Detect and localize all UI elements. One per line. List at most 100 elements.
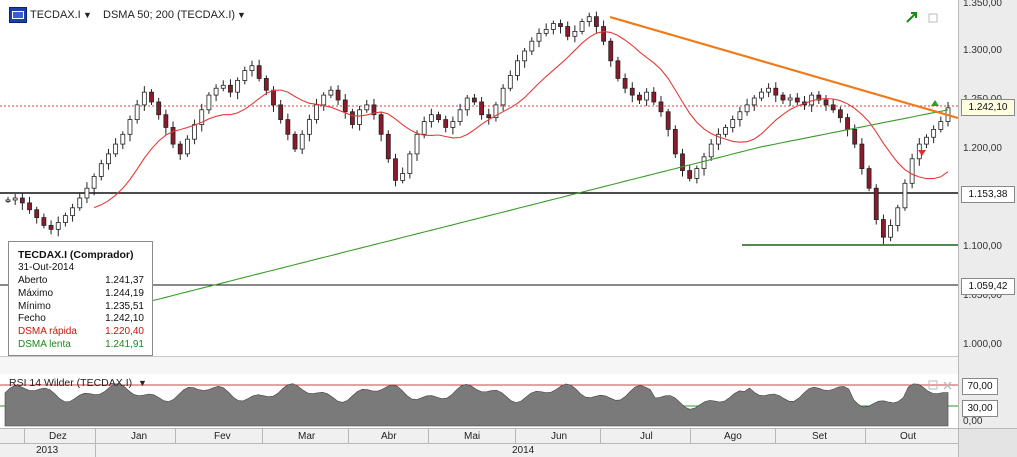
rsi-tick-label: 30,00 bbox=[962, 400, 998, 417]
month-divider bbox=[600, 429, 601, 443]
month-divider bbox=[348, 429, 349, 443]
candle-body bbox=[385, 133, 391, 160]
candle-body bbox=[428, 114, 434, 122]
panel-maximize-icon[interactable] bbox=[928, 11, 939, 29]
candle-body bbox=[479, 101, 484, 116]
symbol-icon[interactable] bbox=[9, 7, 27, 23]
price-level-tag[interactable]: 1.153,38 bbox=[961, 186, 1015, 203]
candle-body bbox=[321, 94, 327, 106]
candle-body bbox=[84, 187, 90, 199]
price-tick-label: 1.300,00 bbox=[963, 45, 1002, 56]
info-box-row-label: Fecho bbox=[18, 313, 46, 325]
info-box-row: Aberto 1.241,37 bbox=[18, 275, 148, 287]
candle-body bbox=[120, 133, 126, 145]
candle-body bbox=[837, 109, 843, 119]
candle-body bbox=[845, 117, 850, 130]
candle-body bbox=[866, 168, 872, 189]
candle-body bbox=[149, 91, 154, 103]
rsi-dropdown-icon[interactable]: ▼ bbox=[138, 378, 147, 388]
indicator-dropdown-icon[interactable]: ▼ bbox=[237, 10, 246, 20]
candle-body bbox=[909, 158, 915, 184]
info-box-row-label: DSMA rápida bbox=[18, 326, 77, 338]
symbol-label[interactable]: TECDAX.I bbox=[30, 9, 81, 21]
axis-corner bbox=[958, 428, 1017, 457]
candle-body bbox=[572, 30, 578, 37]
candle-body bbox=[852, 128, 858, 145]
info-box-row-value: 1.235,51 bbox=[105, 300, 144, 312]
buy-signal-marker bbox=[931, 100, 939, 106]
price-tick-label: 1.100,00 bbox=[963, 241, 1002, 252]
candle-body bbox=[342, 99, 348, 113]
candle-body bbox=[156, 101, 162, 116]
candle-body bbox=[873, 187, 879, 220]
candle-body bbox=[701, 156, 707, 169]
ohlc-info-box: TECDAX.I (Comprador) 31-Out-2014 Aberto 1… bbox=[8, 241, 153, 356]
candle-body bbox=[586, 16, 592, 23]
month-divider bbox=[428, 429, 429, 443]
month-label: Jun bbox=[551, 431, 568, 442]
candle-body bbox=[924, 136, 929, 145]
candle-body bbox=[780, 94, 786, 101]
rsi-panel[interactable] bbox=[0, 374, 958, 428]
candle-body bbox=[314, 104, 319, 121]
fast-sma-line bbox=[93, 31, 949, 209]
candle-body bbox=[378, 114, 384, 135]
year-label: 2014 bbox=[512, 445, 535, 456]
candle-body bbox=[249, 65, 255, 71]
price-level-tag[interactable]: 1.242,10 bbox=[961, 99, 1015, 116]
candle-body bbox=[472, 97, 477, 103]
month-label: Set bbox=[812, 431, 828, 442]
rsi-panel-close-icon[interactable] bbox=[942, 378, 953, 396]
price-axis[interactable]: 1.350,001.300,001.250,001.200,001.150,00… bbox=[958, 0, 1017, 428]
rsi-canvas[interactable] bbox=[0, 374, 958, 428]
month-divider bbox=[865, 429, 866, 443]
candle-body bbox=[680, 153, 685, 171]
price-tick-label: 1.200,00 bbox=[963, 143, 1002, 154]
candle-body bbox=[400, 173, 406, 181]
candle-body bbox=[665, 111, 671, 130]
price-chart-canvas[interactable] bbox=[0, 0, 959, 356]
candle-body bbox=[816, 94, 822, 101]
candle-body bbox=[895, 207, 901, 226]
price-tick-label: 1.350,00 bbox=[963, 0, 1002, 9]
candle-body bbox=[19, 197, 25, 204]
symbol-dropdown-icon[interactable]: ▼ bbox=[83, 10, 92, 20]
candle-body bbox=[737, 111, 743, 121]
candle-body bbox=[134, 104, 140, 121]
info-box-row-label: DSMA lenta bbox=[18, 339, 71, 350]
candle-body bbox=[55, 222, 61, 230]
month-label: Mar bbox=[298, 431, 316, 442]
candle-body bbox=[708, 143, 714, 158]
rsi-title[interactable]: RSI 14 Wilder (TECDAX.I) bbox=[9, 377, 133, 389]
candle-body bbox=[192, 124, 197, 140]
candle-body bbox=[414, 133, 420, 155]
time-axis[interactable]: Dez Jan Fev Mar Abr Mai Jun Jul Ago Set Out 2013 20… bbox=[0, 428, 958, 457]
candle-body bbox=[522, 50, 528, 62]
candle-body bbox=[34, 209, 40, 218]
candle-body bbox=[220, 84, 226, 89]
year-label: 2013 bbox=[36, 445, 59, 456]
candle-body bbox=[5, 199, 11, 202]
rsi-panel-maximize-icon[interactable] bbox=[928, 378, 939, 396]
candle-body bbox=[364, 104, 370, 111]
candle-body bbox=[141, 91, 147, 106]
month-label: Jul bbox=[640, 431, 653, 442]
indicator-label[interactable]: DSMA 50; 200 (TECDAX.I) bbox=[103, 9, 236, 21]
candle-body bbox=[565, 26, 571, 37]
month-divider bbox=[262, 429, 263, 443]
price-level-tag[interactable]: 1.059,42 bbox=[961, 278, 1015, 295]
candle-body bbox=[500, 87, 506, 106]
price-chart-panel[interactable] bbox=[0, 0, 959, 356]
candle-body bbox=[228, 84, 233, 93]
candle-body bbox=[106, 153, 111, 165]
trend-arrow-icon[interactable] bbox=[905, 10, 919, 29]
info-box-title: TECDAX.I (Comprador) bbox=[18, 249, 134, 261]
candle-body bbox=[443, 119, 449, 128]
panel-splitter[interactable] bbox=[0, 356, 958, 375]
candle-body bbox=[199, 109, 205, 125]
candle-body bbox=[744, 104, 750, 113]
axis-row-divider bbox=[0, 443, 958, 444]
candle-body bbox=[629, 87, 635, 96]
candle-body bbox=[113, 143, 119, 155]
candle-body bbox=[41, 217, 47, 226]
